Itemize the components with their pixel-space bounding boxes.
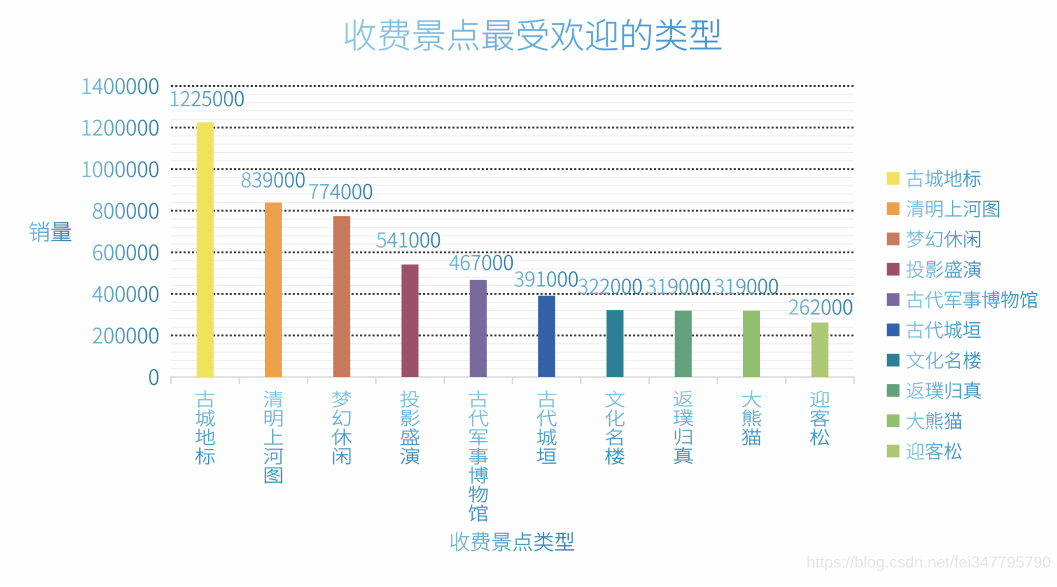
svg-text:https://blog.csdn.net/fei34779: https://blog.csdn.net/fei347795790: [807, 555, 1052, 572]
